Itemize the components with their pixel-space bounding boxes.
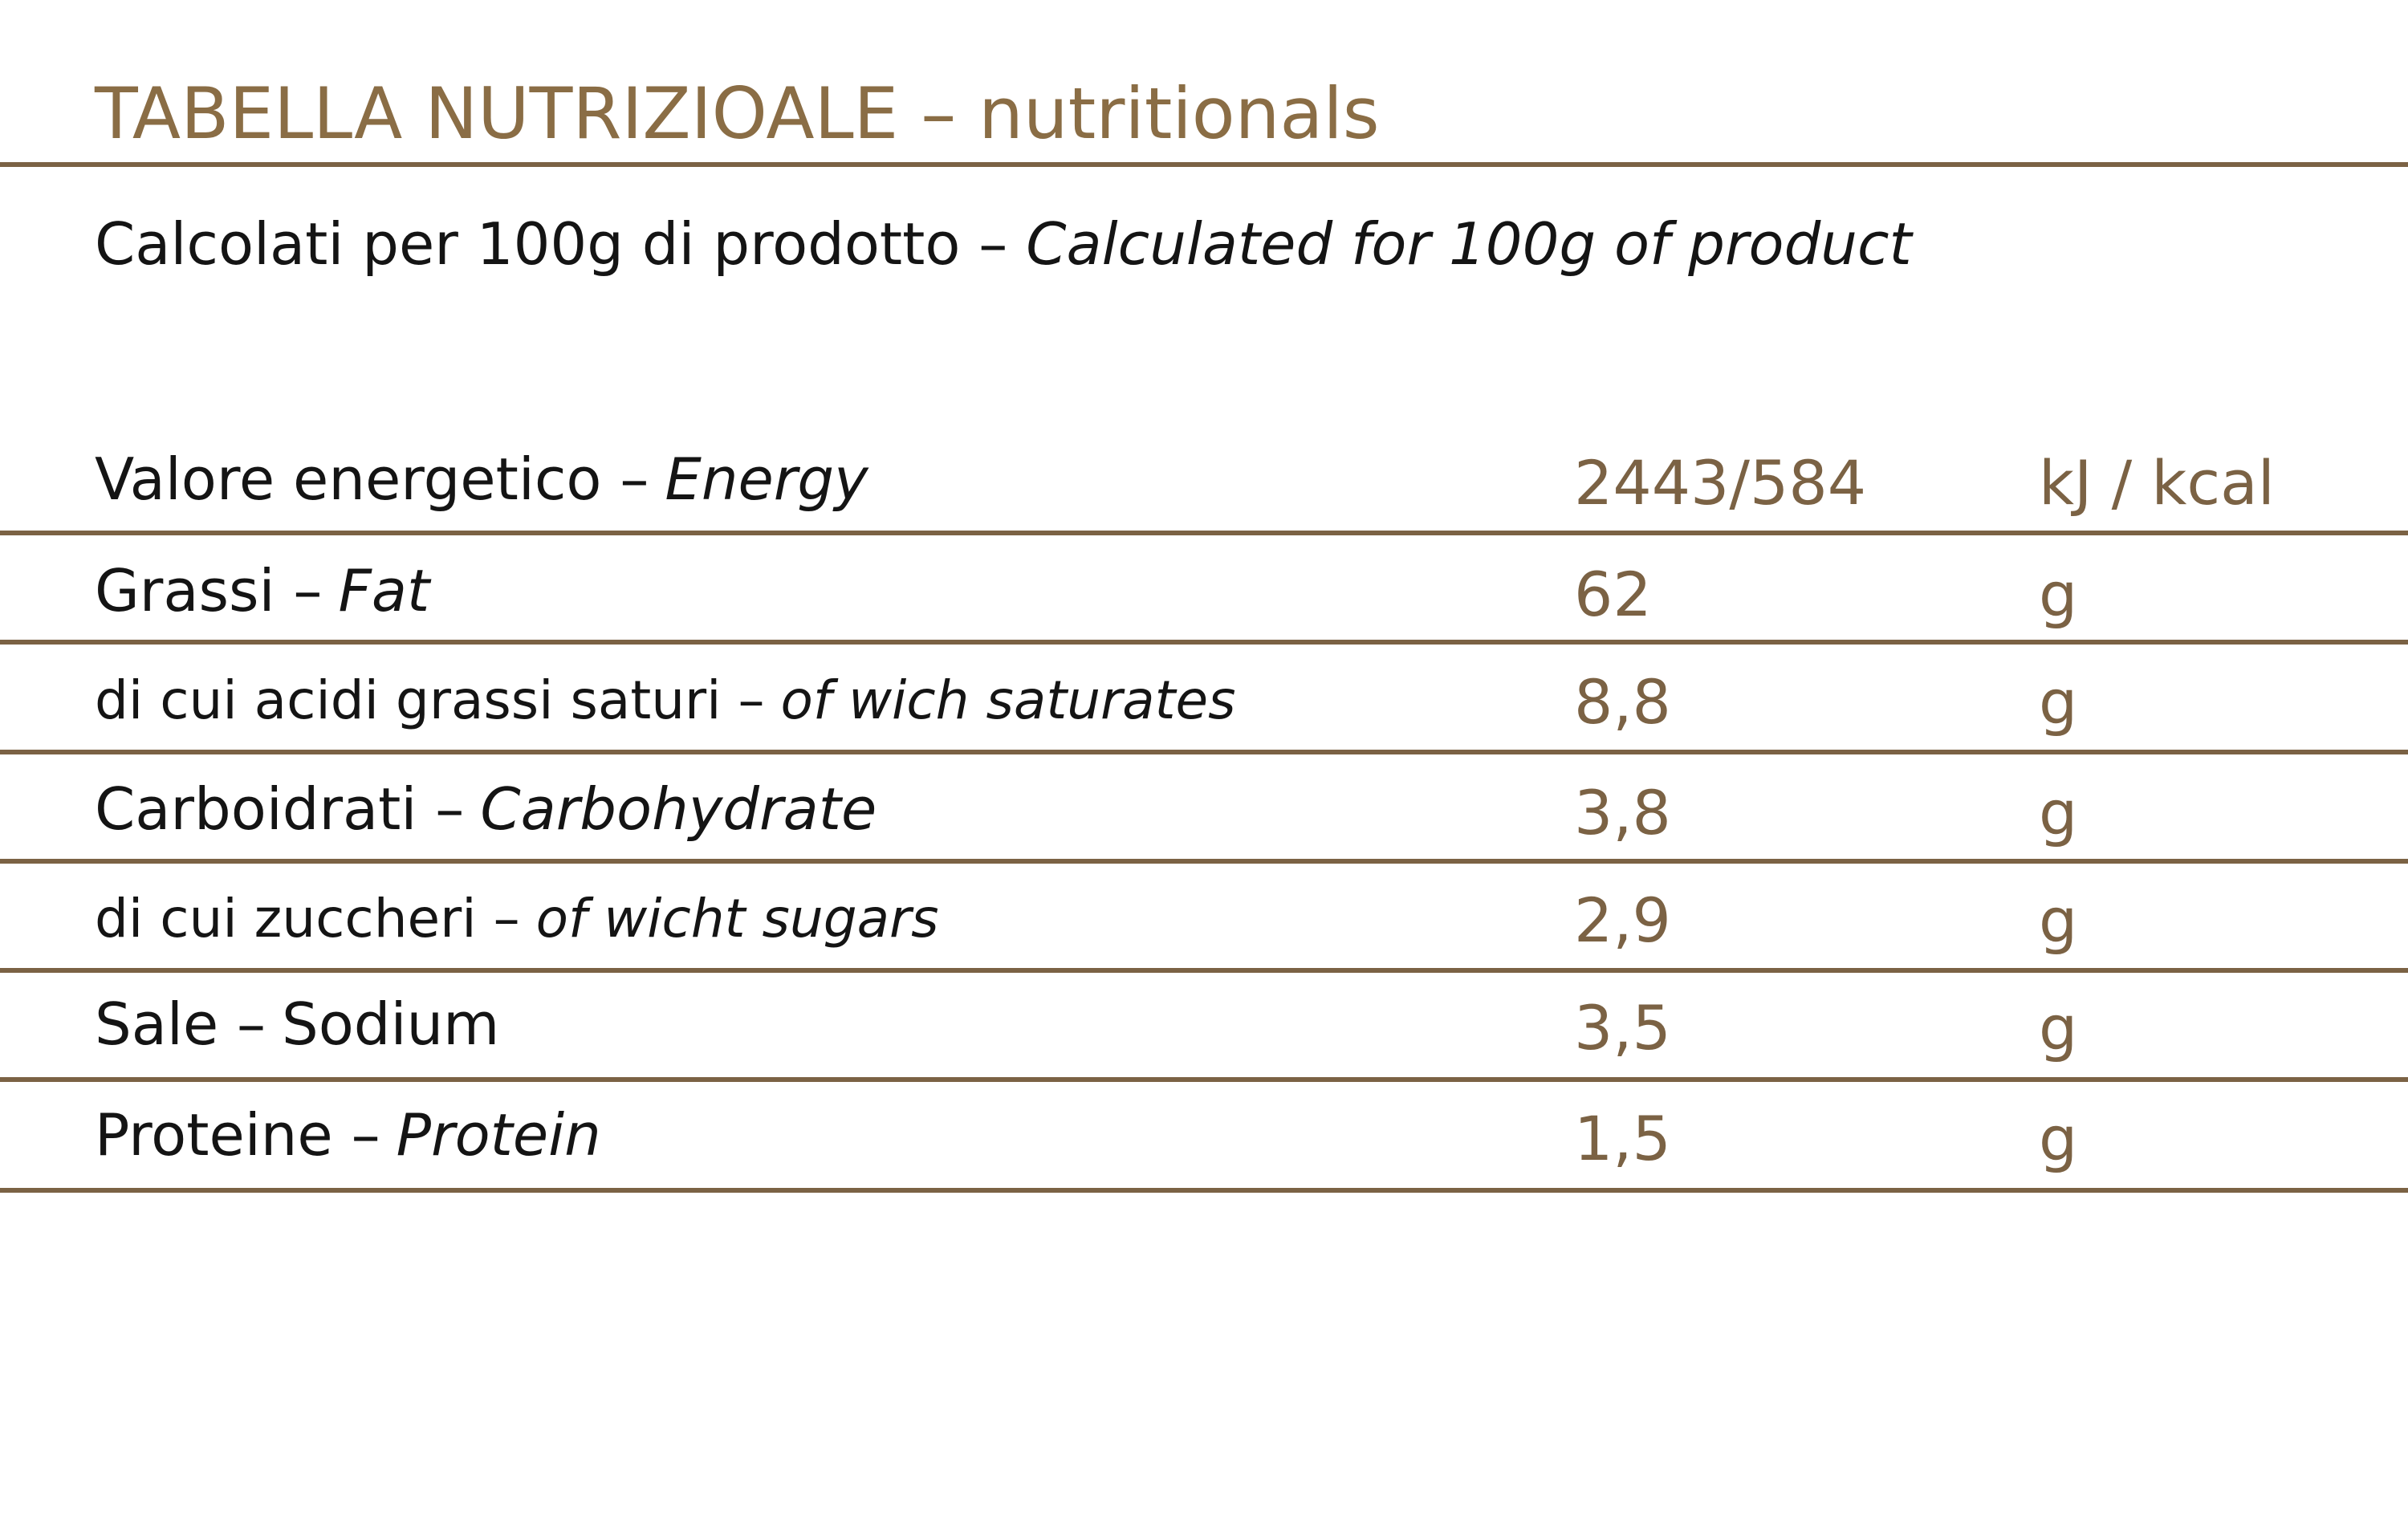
label-en: Protein [397, 1101, 601, 1169]
row-unit: g [2039, 666, 2077, 738]
label-it: Carboidrati – [95, 775, 464, 843]
row-label: Valore energetico – Energy [95, 445, 869, 513]
row-value: 3,8 [1574, 777, 1671, 848]
row-label: Proteine – Protein [95, 1101, 601, 1169]
row-label: di cui acidi grassi saturi – of wich satu… [95, 669, 1235, 731]
label-en: of wicht sugars [536, 888, 939, 950]
title: TABELLA NUTRIZIOALE – nutritionals [94, 72, 1380, 155]
row-label: Sale – Sodium [95, 990, 499, 1058]
row-value: 3,5 [1574, 992, 1671, 1063]
label-en: Energy [665, 445, 869, 513]
row-unit: g [2039, 777, 2077, 848]
label-en: of wich saturates [780, 669, 1235, 731]
label-it: Grassi – [95, 557, 322, 624]
row-unit: g [2039, 992, 2077, 1063]
label-it: di cui zuccheri – [95, 888, 520, 950]
row-label: di cui zuccheri – of wicht sugars [95, 888, 939, 950]
row-value: 1,5 [1574, 1103, 1671, 1174]
label-it: di cui acidi grassi saturi – [95, 669, 764, 731]
label-en: Carbohydrate [480, 775, 877, 843]
label-en: Fat [338, 557, 432, 624]
row-label: Carboidrati – Carbohydrate [95, 775, 877, 843]
label-it: Sale – [95, 990, 266, 1058]
row-value: 2,9 [1574, 885, 1671, 956]
subtitle-it: Calcolati per 100g di prodotto – [95, 210, 1007, 278]
nutrition-table: Valore energetico – Energy 2443/584 kJ / kc… [95, 445, 2275, 1174]
label-it: Valore energetico – [95, 445, 649, 513]
row-unit: g [2039, 1103, 2077, 1174]
row-unit: kJ / kcal [2039, 447, 2275, 518]
row-label: Grassi – Fat [95, 557, 432, 624]
row-value: 8,8 [1574, 666, 1671, 738]
label-it: Proteine – [95, 1101, 380, 1169]
row-unit: g [2039, 559, 2077, 630]
row-unit: g [2039, 885, 2077, 956]
row-value: 62 [1574, 559, 1652, 630]
subtitle-en: Calculated for 100g of product [1026, 210, 1914, 278]
subtitle: Calcolati per 100g di prodotto – Calcula… [95, 210, 1914, 278]
row-value: 2443/584 [1574, 447, 1866, 518]
label-en: Sodium [282, 990, 499, 1058]
